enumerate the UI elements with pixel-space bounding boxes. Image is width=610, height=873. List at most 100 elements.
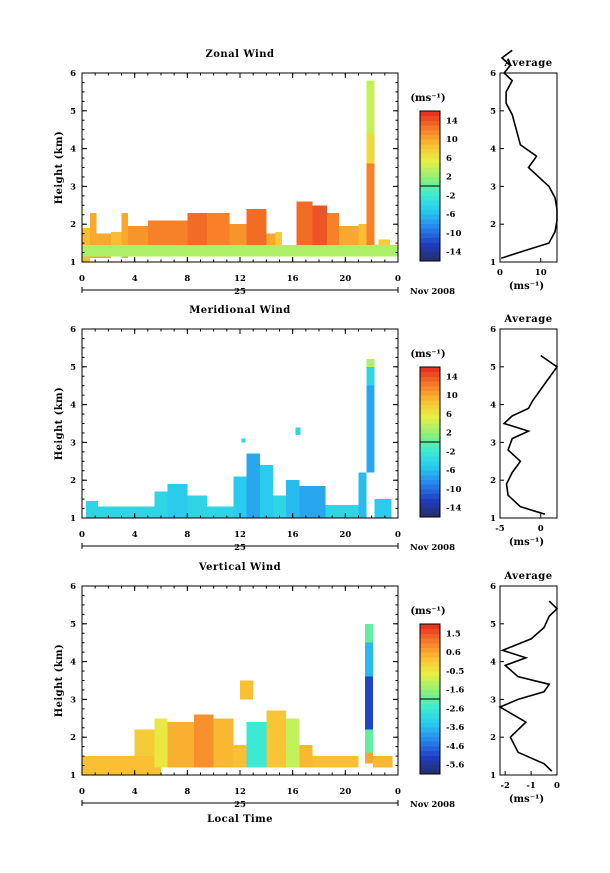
- colorbar-swatch: [420, 242, 440, 248]
- colorbar-tick-label: 2: [446, 429, 452, 439]
- heatmap-cell: [275, 231, 283, 251]
- colorbar-swatch: [420, 759, 440, 766]
- colorbar-swatch: [420, 722, 440, 728]
- heatmap-cell: [312, 205, 327, 251]
- colorbar-swatch: [420, 129, 440, 135]
- heatmap-cell: [241, 438, 246, 443]
- colorbar-swatch: [420, 399, 440, 405]
- colorbar-swatch: [420, 708, 440, 714]
- heatmap-cell: [163, 220, 188, 251]
- colorbar-swatch: [420, 223, 440, 229]
- avg-y-tick-label: 1: [490, 771, 496, 781]
- y-tick-label: 3: [70, 182, 76, 192]
- heatmap-cell: [89, 212, 97, 259]
- colorbar-tick-label: -2: [446, 191, 456, 201]
- avg-y-tick-label: 3: [490, 695, 496, 705]
- heatmap-cell: [246, 453, 260, 518]
- heatmap-cell: [365, 676, 373, 730]
- y-axis-label: Height (km): [54, 131, 65, 204]
- date-month: Nov 2008: [410, 543, 455, 553]
- avg-frame: [499, 328, 558, 519]
- x-tick-label: 0: [395, 274, 401, 284]
- x-axis-label: Local Time: [207, 814, 273, 825]
- x-tick-label: 16: [287, 530, 299, 540]
- avg-y-tick-label: 2: [490, 220, 496, 230]
- avg-y-tick-label: 5: [490, 620, 496, 630]
- colorbar-swatch: [420, 139, 440, 145]
- colorbar-swatch: [420, 675, 440, 681]
- y-tick-label: 1: [70, 258, 76, 268]
- heatmap-cell: [207, 212, 230, 251]
- avg-y-tick-label: 6: [490, 582, 496, 592]
- colorbar-tick-label: -10: [446, 229, 461, 239]
- heatmap-cell: [266, 233, 276, 253]
- x-tick-label: 8: [184, 787, 190, 797]
- heatmap-cell: [233, 744, 247, 768]
- colorbar-swatch: [420, 162, 440, 168]
- x-tick-label: 8: [184, 530, 190, 540]
- colorbar-swatch: [420, 167, 440, 173]
- colorbar-swatch: [420, 134, 440, 140]
- x-tick-label: 0: [79, 274, 85, 284]
- x-tick-label: 16: [287, 274, 299, 284]
- heatmap-cell: [233, 476, 247, 518]
- colorbar-swatch: [420, 376, 440, 382]
- colorbar-swatch: [420, 190, 440, 196]
- heatmap-cell: [85, 500, 98, 518]
- avg-frame: [499, 72, 558, 263]
- heatmap-cell: [365, 752, 373, 764]
- colorbar-swatch: [420, 157, 440, 164]
- colorbar-tick-label: 1.5: [446, 629, 461, 639]
- y-tick-label: 3: [70, 695, 76, 705]
- heatmap-cell: [134, 729, 155, 757]
- y-tick-label: 1: [70, 514, 76, 524]
- heatmap-cell: [374, 499, 392, 518]
- colorbar-swatch: [420, 256, 440, 262]
- colorbar-swatch: [420, 507, 440, 513]
- colorbar-tick-label: -14: [446, 248, 461, 258]
- heatmap-cell: [366, 80, 375, 134]
- heatmap-cell: [82, 244, 398, 257]
- heatmap-cell: [366, 133, 375, 164]
- date-month: Nov 2008: [410, 287, 455, 297]
- x-tick-label: 8: [184, 274, 190, 284]
- colorbar-swatch: [420, 769, 440, 775]
- colorbar-tick-label: -0.5: [446, 667, 464, 677]
- colorbar-swatch: [420, 246, 440, 253]
- colorbar-unit: (ms⁻¹): [410, 93, 445, 104]
- colorbar-swatch: [420, 214, 440, 220]
- avg-y-tick-label: 2: [490, 733, 496, 743]
- colorbar-swatch: [420, 750, 440, 756]
- colorbar-swatch: [420, 470, 440, 476]
- colorbar-swatch: [420, 367, 440, 373]
- heatmap-cell: [246, 722, 267, 768]
- colorbar-swatch: [420, 200, 440, 206]
- heatmap-cell: [97, 506, 122, 518]
- colorbar-swatch: [420, 432, 440, 438]
- colorbar-swatch: [420, 115, 440, 121]
- colorbar-tick-label: 0.6: [446, 648, 461, 658]
- y-tick-label: 6: [70, 582, 76, 592]
- avg-y-tick-label: 6: [490, 325, 496, 335]
- x-tick-label: 12: [234, 274, 246, 284]
- colorbar-swatch: [420, 656, 440, 662]
- colorbar-swatch: [420, 741, 440, 747]
- colorbar-swatch: [420, 111, 440, 117]
- colorbar-swatch: [420, 404, 440, 410]
- colorbar-swatch: [420, 633, 440, 639]
- date-day: 25: [234, 287, 246, 297]
- panel-title: Vertical Wind: [198, 562, 281, 573]
- colorbar-swatch: [420, 209, 440, 215]
- colorbar-swatch: [420, 228, 440, 234]
- y-tick-label: 3: [70, 438, 76, 448]
- heatmap-cell: [167, 722, 194, 768]
- avg-y-tick-label: 3: [490, 438, 496, 448]
- colorbar-swatch: [420, 195, 440, 201]
- colorbar-tick-label: 10: [446, 135, 458, 145]
- colorbar-swatch: [420, 474, 440, 480]
- colorbar-tick-label: -6: [446, 210, 456, 220]
- avg-profile-line: [498, 600, 559, 772]
- heatmap-cell: [213, 718, 234, 768]
- avg-unit: (ms⁻¹): [509, 281, 544, 292]
- y-tick-label: 4: [70, 145, 76, 155]
